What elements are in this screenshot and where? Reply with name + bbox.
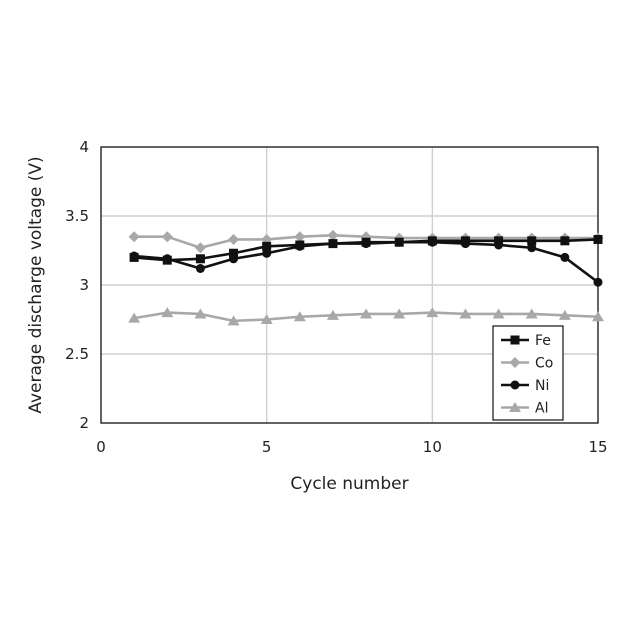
y-axis-label: Average discharge voltage (V) (26, 156, 46, 413)
data-point-ni (130, 252, 139, 261)
data-point-ni (560, 253, 569, 262)
y-tick-label: 3.5 (65, 207, 89, 225)
data-point-ni (461, 239, 470, 248)
y-tick-label: 4 (79, 138, 89, 156)
data-point-ni (362, 239, 371, 248)
data-point-ni (527, 243, 536, 252)
x-tick-label: 15 (588, 438, 607, 456)
legend-label: Co (535, 356, 553, 372)
legend-label: Al (535, 401, 548, 417)
data-point-ni (196, 264, 205, 273)
data-point-ni (395, 238, 404, 247)
data-point-ni (295, 242, 304, 251)
data-point-ni (428, 238, 437, 247)
legend-label: Fe (535, 333, 551, 349)
data-point-ni (262, 249, 271, 258)
legend-marker-circle (511, 381, 520, 390)
legend-label: Ni (535, 378, 549, 394)
data-point-ni (229, 254, 238, 263)
y-tick-label: 2 (79, 414, 89, 432)
x-axis-label: Cycle number (290, 474, 408, 494)
data-point-ni (494, 240, 503, 249)
data-point-fe (196, 254, 205, 263)
y-tick-label: 3 (79, 276, 89, 294)
data-point-fe (594, 235, 603, 244)
data-point-ni (163, 254, 172, 263)
y-tick-label: 2.5 (65, 345, 89, 363)
legend-marker-square (511, 336, 520, 345)
legend: Fe Co Ni Al (493, 326, 563, 420)
x-tick-label: 5 (262, 438, 272, 456)
data-point-ni (594, 278, 603, 287)
x-tick-label: 10 (423, 438, 442, 456)
data-point-ni (328, 239, 337, 248)
data-point-fe (560, 236, 569, 245)
x-tick-label: 0 (96, 438, 106, 456)
